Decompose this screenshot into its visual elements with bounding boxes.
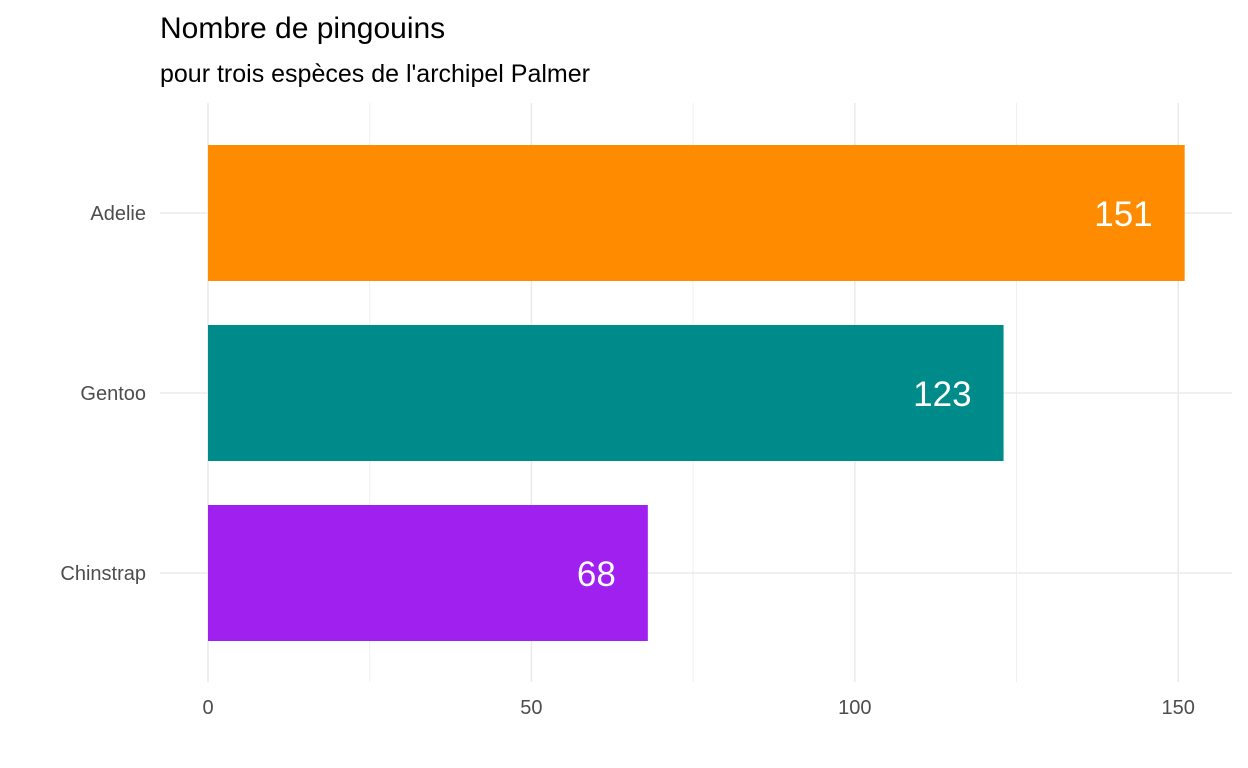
y-tick-label: Chinstrap <box>60 563 146 585</box>
x-tick-label: 100 <box>838 697 871 719</box>
bar-chinstrap <box>208 505 648 641</box>
data-label-chinstrap: 68 <box>577 555 616 594</box>
chart-subtitle: pour trois espèces de l'archipel Palmer <box>160 60 590 88</box>
x-tick-label: 150 <box>1162 697 1195 719</box>
bar-gentoo <box>208 325 1004 461</box>
y-tick-label: Adelie <box>90 203 146 225</box>
x-tick-label: 0 <box>202 697 213 719</box>
x-tick-label: 50 <box>520 697 542 719</box>
y-tick-label: Gentoo <box>80 383 146 405</box>
chart-title: Nombre de pingouins <box>160 12 446 45</box>
bar-adelie <box>208 145 1185 281</box>
data-label-gentoo: 123 <box>913 375 971 414</box>
data-label-adelie: 151 <box>1094 195 1152 234</box>
